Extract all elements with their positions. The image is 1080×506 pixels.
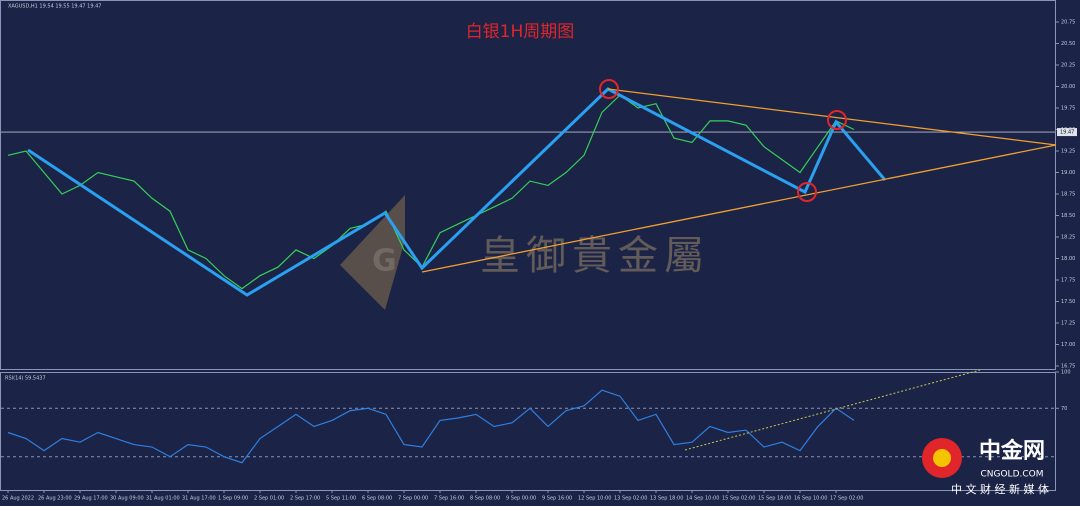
x-tick-label: 12 Sep 10:00 [578, 496, 611, 502]
y-tick-label: 19.25 [1061, 149, 1075, 155]
y-tick-label: 20.75 [1061, 20, 1075, 26]
logo-name: 中金网 [979, 438, 1045, 464]
y-tick-label: 18.75 [1061, 192, 1075, 198]
x-tick-label: 2 Sep 01:00 [254, 496, 284, 502]
lower-trendline [421, 144, 1057, 273]
x-tick-label: 15 Sep 18:00 [758, 496, 791, 502]
y-tick-label: 20.00 [1061, 84, 1075, 90]
x-tick-label: 8 Sep 08:00 [470, 496, 500, 502]
logo-icon [933, 449, 951, 467]
x-tick-label: 7 Sep 16:00 [434, 496, 464, 502]
annotations [27, 79, 1057, 451]
marker-circle [827, 110, 847, 130]
logo-tagline: 中 文 财 经 新 媒 体 [951, 482, 1049, 496]
y-tick-label: 18.00 [1061, 256, 1075, 262]
y-tick-label: 70 [1061, 406, 1067, 412]
y-tick-label: 19.75 [1061, 106, 1075, 112]
x-tick-label: 31 Aug 17:00 [182, 496, 216, 502]
rsi-trendline [684, 369, 981, 451]
x-tick-label: 13 Sep 02:00 [614, 496, 647, 502]
x-tick-label: 7 Sep 00:00 [398, 496, 428, 502]
x-tick-label: 14 Sep 10:00 [686, 496, 719, 502]
logo: 中金网 CNGOLD.COM 中 文 财 经 新 媒 体 [922, 438, 1049, 496]
y-tick-label: 17.00 [1061, 342, 1075, 348]
x-tick-label: 16 Sep 10:00 [794, 496, 827, 502]
y-tick-label: 18.50 [1061, 213, 1075, 219]
y-tick-label: 16.75 [1061, 364, 1075, 370]
x-tick-label: 31 Aug 01:00 [146, 496, 180, 502]
x-tick-label: 26 Aug 23:00 [38, 496, 72, 502]
watermark-brand: 皇御貴金屬 [480, 233, 710, 279]
x-tick-label: 26 Aug 2022 [2, 496, 34, 502]
current-price-label: 19.47 [1060, 130, 1074, 136]
watermark: G 皇御貴金屬 [340, 195, 710, 310]
series-line [7, 94, 855, 290]
x-tick-label: 30 Aug 09:00 [110, 496, 144, 502]
watermark-logo [340, 195, 405, 310]
marker-circle [797, 182, 817, 202]
wave-line [27, 87, 887, 297]
x-tick-label: 5 Sep 11:00 [326, 496, 356, 502]
current-price-box [1057, 128, 1077, 137]
watermark-logo-letter: G [372, 244, 397, 279]
upper-trendline [607, 88, 1057, 146]
y-tick-label: 20.50 [1061, 41, 1075, 47]
rsi-header: RSI(14) 59.5437 [5, 376, 46, 382]
series-line [7, 389, 855, 464]
x-tick-label: 17 Sep 02:00 [830, 496, 863, 502]
y-tick-label: 17.50 [1061, 299, 1075, 305]
y-tick-label: 17.75 [1061, 278, 1075, 284]
x-tick-label: 13 Sep 18:00 [650, 496, 683, 502]
symbol-header: XAGUSD,H1 19.54 19.55 19.47 19.47 [8, 4, 101, 10]
y-tick-label: 17.25 [1061, 321, 1075, 327]
y-tick-label: 20.25 [1061, 63, 1075, 69]
x-tick-label: 2 Sep 17:00 [290, 496, 320, 502]
logo-domain: CNGOLD.COM [980, 470, 1043, 480]
rsi-pane [0, 372, 1056, 491]
y-tick-label: 18.25 [1061, 235, 1075, 241]
x-tick-label: 9 Sep 16:00 [542, 496, 572, 502]
price-pane [0, 0, 1056, 370]
y-tick-label: 19.00 [1061, 170, 1075, 176]
x-tick-label: 1 Sep 09:00 [218, 496, 248, 502]
x-tick-label: 6 Sep 08:00 [362, 496, 392, 502]
y-tick-label: 100 [1061, 370, 1071, 376]
x-tick-label: 9 Sep 00:00 [506, 496, 536, 502]
marker-circle [599, 79, 619, 99]
x-tick-label: 15 Sep 02:00 [722, 496, 755, 502]
x-tick-label: 29 Aug 17:00 [74, 496, 108, 502]
chart-title: 白银1H周期图 [466, 22, 575, 42]
